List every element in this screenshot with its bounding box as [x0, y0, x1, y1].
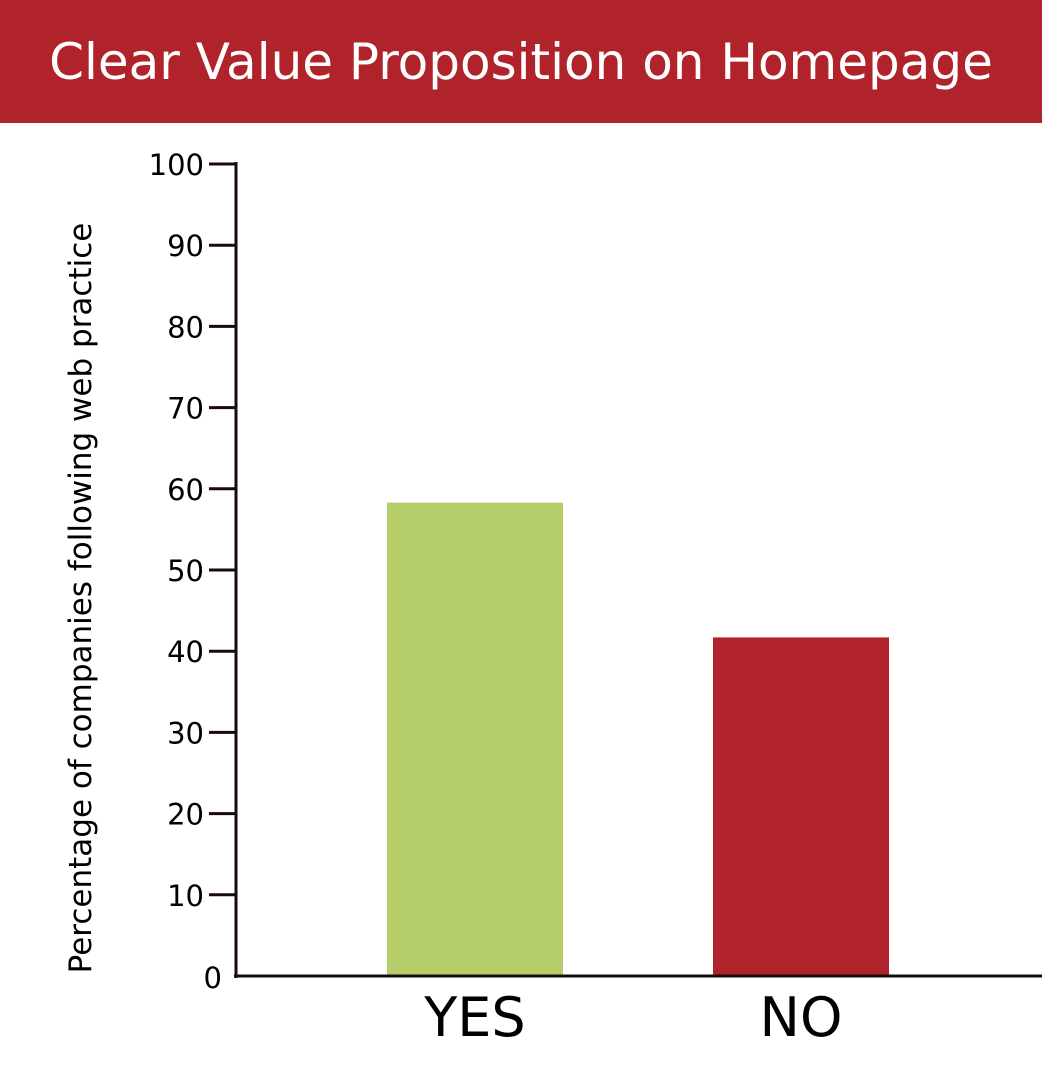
y-tick-label: 20: [167, 798, 204, 832]
y-tick-label: 90: [167, 229, 204, 263]
x-tick-label: NO: [760, 986, 843, 1049]
y-tick-label: 50: [167, 554, 204, 588]
bar-yes: [387, 502, 563, 976]
y-tick-label: 0: [204, 961, 222, 995]
title-banner: Clear Value Proposition on Homepage: [0, 0, 1042, 123]
y-tick-label: 30: [167, 716, 204, 750]
y-tick-label: 10: [167, 879, 204, 913]
y-tick-label: 70: [167, 392, 204, 426]
bar-no: [713, 637, 889, 976]
y-tick-label: 80: [167, 310, 204, 344]
y-tick-label: 100: [149, 148, 204, 182]
y-tick-label: 60: [167, 473, 204, 507]
y-tick-label: 40: [167, 635, 204, 669]
chart-title: Clear Value Proposition on Homepage: [49, 32, 993, 91]
x-tick-label: YES: [423, 986, 525, 1049]
y-axis-title: Percentage of companies following web pr…: [63, 223, 99, 974]
